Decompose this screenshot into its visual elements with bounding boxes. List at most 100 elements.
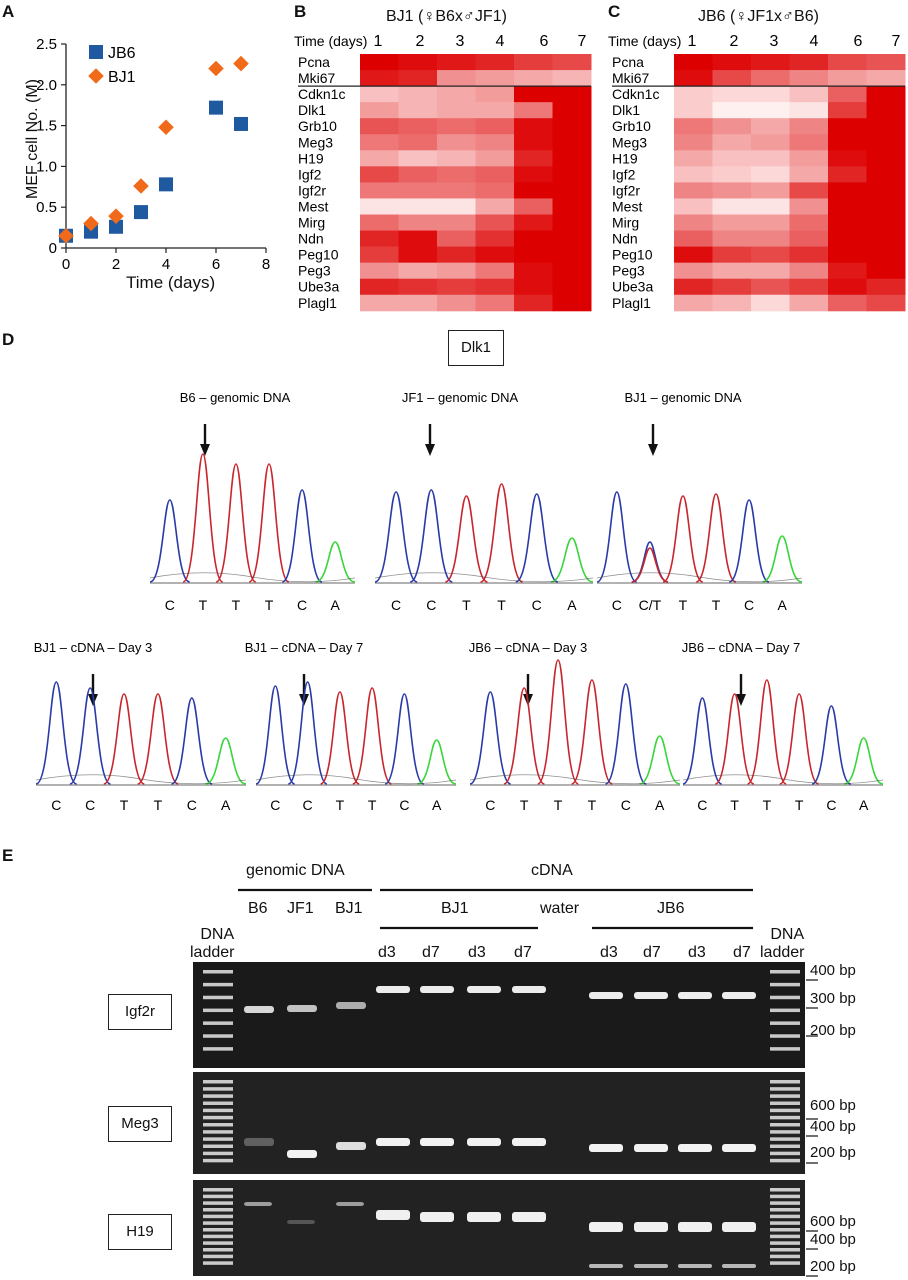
bj1-cell	[475, 246, 515, 264]
jb6-cell	[712, 70, 752, 87]
x-axis-label: Time (days)	[126, 273, 216, 292]
igf2r-band	[678, 992, 712, 999]
jb6-cell	[828, 70, 867, 87]
meg3-band	[376, 1138, 410, 1146]
bj1-cell	[437, 182, 476, 199]
bj1-cell	[360, 278, 399, 296]
trace-7-label: JB6 – cDNA – Day 7	[682, 640, 801, 655]
ladder-left-label-1: DNA	[200, 926, 235, 943]
trace-4-peak	[205, 737, 247, 785]
bj1-cell	[552, 294, 592, 312]
trace-3-peak	[631, 547, 669, 583]
trace-2-label: JF1 – genomic DNA	[402, 390, 519, 405]
bj1-gene-label: Peg3	[298, 263, 331, 279]
bj1-cell	[360, 134, 399, 151]
trace-5-base-label: C	[399, 797, 409, 813]
trace-1-peak	[315, 541, 356, 583]
bj1-gene-label: Meg3	[298, 134, 333, 150]
trace-7-base-label: A	[859, 797, 869, 813]
igf2r-band	[244, 1006, 274, 1013]
trace-3-base-label: T	[679, 597, 688, 613]
trace-3-peak	[695, 493, 737, 583]
bj1-cell	[475, 214, 515, 232]
trace-4-base-label: T	[120, 797, 129, 813]
jb6-cell	[789, 246, 829, 264]
jb6-cell	[789, 86, 829, 103]
gel-meg3-ladder-band	[770, 1108, 800, 1113]
jb6-cell	[751, 86, 790, 103]
heatmap-jb6-svg: Time (days) 1 2 3 4 6 7 PcnaMki67Cdkn1cDlk1Grb1…	[608, 33, 906, 312]
gel-igf2r-ladder-band	[770, 970, 800, 974]
gel-h19-ladder-band	[770, 1248, 800, 1252]
bj1-gene-label: Igf2r	[298, 182, 326, 198]
legend-marker-jb6	[89, 45, 103, 59]
trace-1-peak	[215, 463, 257, 583]
trace-7-base-label: C	[697, 797, 707, 813]
bj1-cell	[514, 86, 553, 103]
genomic-dna-label: genomic DNA	[246, 862, 345, 879]
data-point-bj1	[58, 227, 74, 244]
chromatogram-area: B6 – genomic DNA C T T T C A JF1 – genomic DNA C…	[34, 390, 884, 813]
meg3-band	[678, 1144, 712, 1152]
lane-jb6-d3b: d3	[688, 944, 706, 961]
gel-meg3-ladder-band	[770, 1080, 800, 1084]
panel-letter-a: A	[2, 2, 15, 21]
h19-band	[376, 1210, 410, 1220]
lane-jb6-d3a: d3	[600, 944, 618, 961]
jb6-cell	[712, 262, 752, 280]
trace-2-peak	[444, 495, 488, 583]
jb6-cell	[828, 150, 867, 167]
bj1-cell	[475, 182, 515, 199]
bj1-cell	[552, 278, 592, 296]
jb6-cell	[789, 230, 829, 248]
bj1-cell	[552, 118, 592, 135]
bj1-cell	[437, 166, 476, 183]
gel-h19-ladder-band	[770, 1254, 800, 1259]
bj1-cell	[398, 182, 438, 199]
h19-small-band	[589, 1264, 623, 1268]
trace-3-base-label: T	[712, 597, 721, 613]
jb6-cell	[866, 246, 906, 264]
bj1-cell	[360, 166, 399, 183]
trace-4-peak	[171, 697, 213, 785]
meg3-band	[722, 1144, 756, 1152]
trace-3-peak	[662, 495, 704, 583]
bj1-cell	[514, 246, 553, 264]
lane-jb6-d7a: d7	[643, 944, 661, 961]
trace-2-peak	[374, 491, 418, 583]
bj1-day-label: 7	[578, 33, 587, 50]
bj1-cell	[552, 134, 592, 151]
x-tick-label: 2	[112, 256, 120, 273]
data-point-bj1	[133, 178, 149, 194]
bj1-day-label: 3	[456, 33, 465, 50]
gel-meg3-ladder-band	[203, 1137, 233, 1141]
bj1-cell	[360, 118, 399, 135]
jb6-cell	[712, 278, 752, 296]
bj1-cell	[437, 86, 476, 103]
ladder-right-label-1: DNA	[770, 926, 805, 943]
trace-3-base-label: C	[744, 597, 754, 613]
jb6-cell	[789, 294, 829, 312]
jb6-cell	[751, 70, 790, 87]
y-tick-label: 2.0	[36, 77, 57, 94]
trace-2-noise	[374, 572, 594, 583]
bj1-cell	[398, 102, 438, 119]
trace-6-peak	[503, 687, 545, 785]
jb6-cell	[789, 214, 829, 232]
jb6-cell	[712, 166, 752, 183]
gel-igf2r-ladder-band	[203, 970, 233, 974]
gel-h19-ladder-band	[770, 1241, 800, 1245]
trace-4-base-label: T	[154, 797, 163, 813]
jb6-cell	[828, 262, 867, 280]
trace-5-peak	[320, 691, 360, 785]
igf2r-band	[467, 986, 501, 993]
meg3-band	[467, 1138, 501, 1146]
x-tick-label: 8	[262, 256, 270, 273]
x-tick-label: 0	[62, 256, 70, 273]
jb6-cell	[751, 294, 790, 312]
bj1-gene-label: Grb10	[298, 118, 337, 134]
bj1-cell	[437, 54, 476, 71]
data-point-jb6	[159, 177, 173, 192]
trace-4-noise	[35, 774, 247, 785]
trace-5-noise	[255, 774, 457, 785]
